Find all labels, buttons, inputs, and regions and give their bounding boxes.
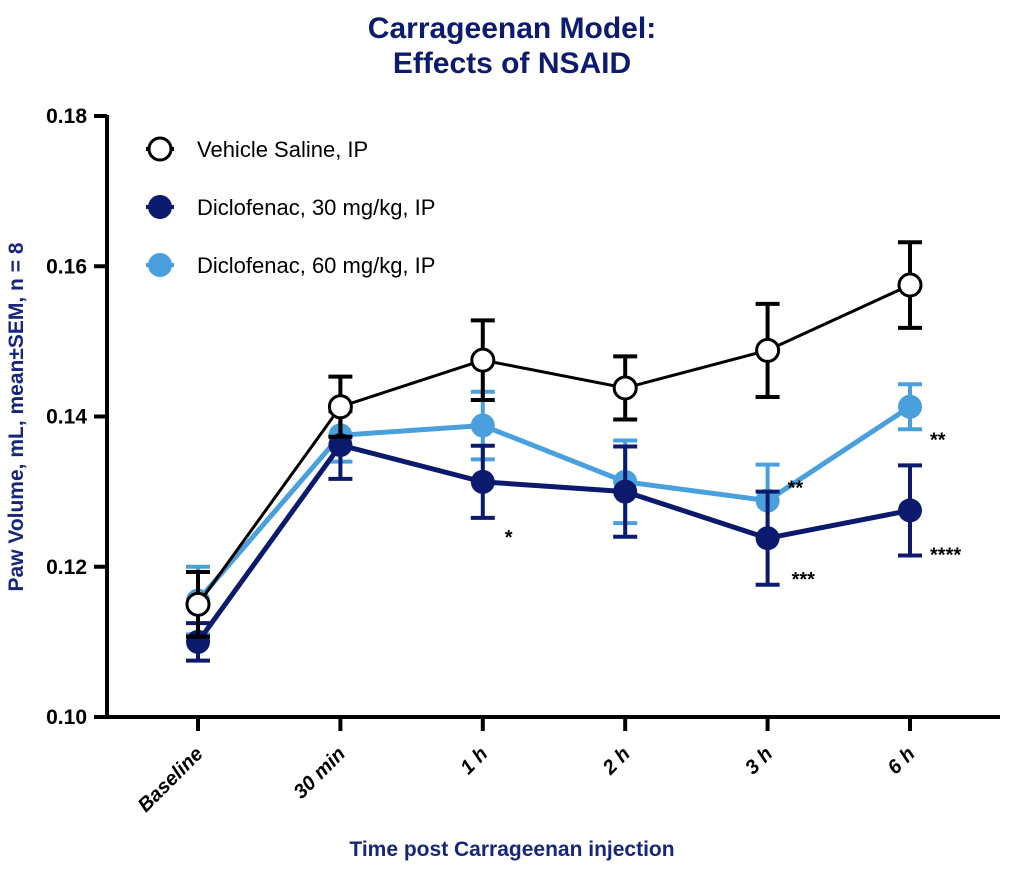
chart-title-line-2: Effects of NSAID — [393, 47, 631, 80]
data-point — [613, 479, 638, 504]
legend-label: Diclofenac, 30 mg/kg, IP — [197, 195, 435, 220]
y-tick-label: 0.18 — [46, 105, 87, 128]
data-point — [898, 498, 922, 523]
series-line — [196, 404, 912, 603]
series-0 — [185, 240, 923, 639]
significance-marker: *** — [792, 569, 816, 591]
x-tick-label: 6 h — [884, 743, 920, 779]
legend-marker — [147, 136, 173, 162]
data-point — [328, 433, 353, 458]
y-tick-label: 0.10 — [46, 706, 87, 729]
data-point — [470, 413, 495, 438]
data-point — [327, 394, 353, 420]
series-line — [195, 442, 911, 644]
legend-item-0: Vehicle Saline, IP — [146, 136, 368, 162]
legend-label: Vehicle Saline, IP — [197, 137, 368, 162]
x-axis-label: Time post Carrageenan injection — [349, 838, 674, 861]
series-line — [196, 283, 911, 606]
significance-marker: * — [505, 527, 513, 549]
x-tick-label: 1 h — [456, 743, 492, 779]
series-layer — [185, 240, 923, 663]
significance-marker: ** — [930, 430, 946, 452]
data-point — [897, 272, 923, 298]
y-tick-label: 0.16 — [46, 255, 87, 278]
data-point — [612, 375, 638, 401]
data-point — [755, 526, 780, 551]
data-point — [755, 337, 781, 363]
legend-marker — [148, 253, 172, 277]
x-tick-label: 30 min — [290, 743, 350, 803]
legend-marker — [148, 195, 172, 219]
data-point — [898, 394, 922, 419]
legend: Vehicle Saline, IP Diclofenac, 30 mg/kg, … — [146, 136, 435, 278]
x-tick-label: 3 h — [741, 743, 777, 779]
significance-marker: **** — [930, 544, 961, 566]
series-1 — [186, 409, 922, 663]
y-tick-label: 0.14 — [46, 406, 87, 429]
annotation-layer: ************ — [505, 430, 962, 591]
chart-title: Carrageenan Model: Effects of NSAID — [368, 12, 656, 80]
data-point — [185, 591, 211, 617]
legend-label: Diclofenac, 60 mg/kg, IP — [197, 253, 435, 278]
y-axis-label: Paw Volume, mL, mean±SEM, n = 8 — [5, 242, 28, 591]
axes: 0.10 0.12 0.14 0.16 0.18 Baseline 30 min 1 h 2 h… — [46, 105, 1000, 817]
x-tick-label: 2 h — [598, 743, 635, 780]
data-point — [470, 469, 495, 494]
legend-item-1: Diclofenac, 30 mg/kg, IP — [146, 195, 435, 220]
data-point — [470, 347, 496, 373]
significance-marker: ** — [788, 478, 804, 500]
y-tick-label: 0.12 — [46, 556, 87, 579]
legend-item-2: Diclofenac, 60 mg/kg, IP — [146, 253, 435, 278]
x-tick-label: Baseline — [134, 743, 208, 817]
chart-title-line-1: Carrageenan Model: — [368, 12, 656, 45]
